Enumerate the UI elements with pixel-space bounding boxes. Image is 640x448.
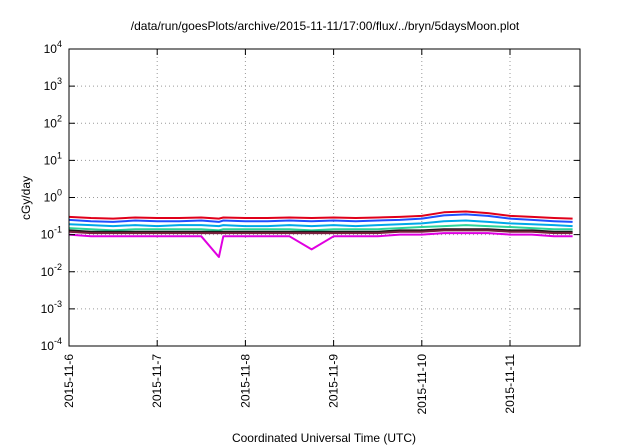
y-axis-ticks: 10-4 10-3 10-2 10-1 100 101 102 103 104 (41, 39, 580, 353)
x-axis-label: Coordinated Universal Time (UTC) (232, 431, 416, 445)
y-axis-label: cGy/day (19, 176, 33, 220)
x-tick-label: 2015-11-6 (62, 354, 76, 408)
chart-title: /data/run/goesPlots/archive/2015-11-11/1… (131, 19, 520, 33)
y-tick-label: 100 (44, 188, 62, 205)
series-line (68, 229, 573, 235)
x-tick-label: 2015-11-9 (327, 354, 341, 408)
y-tick-label: 10-4 (41, 336, 62, 353)
x-tick-label: 2015-11-7 (150, 354, 164, 408)
y-tick-label: 103 (44, 76, 62, 93)
series-line (68, 232, 573, 258)
x-tick-label: 2015-11-10 (415, 354, 429, 415)
y-tick-label: 10-1 (41, 225, 62, 242)
y-tick-label: 10-2 (41, 262, 62, 279)
x-axis-ticks: 2015-11-6 2015-11-7 2015-11-8 2015-11-9 2015… (62, 49, 517, 415)
series-line (68, 228, 573, 233)
x-tick-label: 2015-11-11 (503, 354, 517, 414)
x-tick-label: 2015-11-8 (238, 354, 252, 408)
y-tick-label: 102 (44, 113, 62, 130)
series-line (68, 224, 573, 232)
grid (69, 49, 580, 346)
series-line (68, 219, 573, 228)
y-tick-label: 104 (44, 39, 62, 56)
y-tick-label: 101 (44, 150, 62, 167)
series-line (68, 213, 573, 223)
series-group (68, 210, 573, 258)
series-line (68, 210, 573, 220)
y-tick-label: 10-3 (41, 299, 62, 316)
